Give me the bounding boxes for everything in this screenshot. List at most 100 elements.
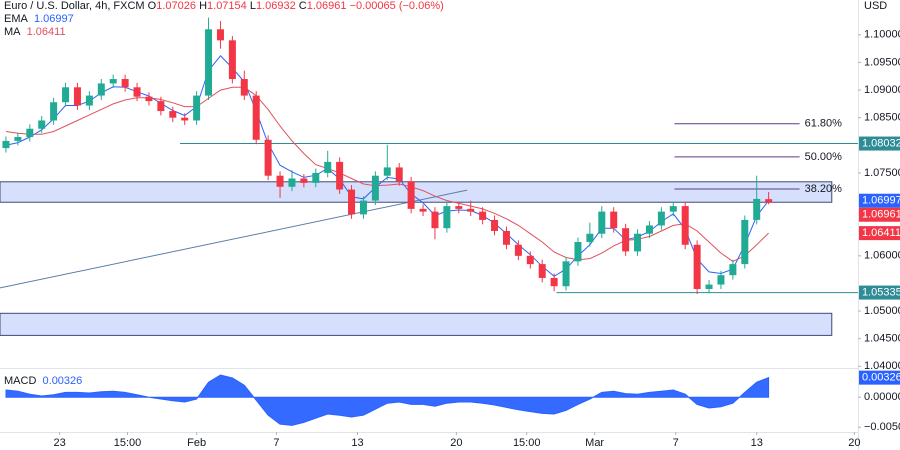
- candle-body: [645, 225, 653, 234]
- ohlc-value: 1.06932: [255, 0, 296, 12]
- x-tick-label: Feb: [187, 437, 206, 449]
- zone: [0, 312, 833, 336]
- candle-body: [622, 228, 630, 252]
- candle-body: [610, 211, 618, 229]
- candle-body: [312, 172, 320, 183]
- y-tick-label: 1.05000: [864, 305, 900, 317]
- price-box-label: 1.06961: [862, 209, 900, 221]
- candle-body: [514, 244, 522, 256]
- change-pct: (−0.06%): [398, 0, 444, 12]
- price-box: [859, 226, 900, 241]
- trendline: [0, 189, 468, 289]
- y-tick-label: 1.04500: [864, 333, 900, 345]
- candle-body: [50, 102, 58, 121]
- macd-legend: MACD 0.00326: [4, 375, 82, 387]
- candle-body: [693, 244, 701, 289]
- ohlc-key: H: [199, 0, 208, 12]
- ohlc-value: 1.07026: [156, 0, 196, 12]
- price-box-label: 1.06411: [862, 227, 900, 239]
- y-tick-label: 1.09000: [864, 84, 900, 96]
- x-tick-label: 20: [450, 437, 462, 449]
- candle-body: [431, 211, 439, 229]
- candle-body: [765, 199, 773, 203]
- fib-label: 38.20%: [805, 183, 843, 195]
- ohlc-value: 1.06961: [306, 0, 347, 12]
- candle-body: [169, 111, 177, 118]
- candle-body: [73, 87, 81, 106]
- price-box: [859, 370, 900, 385]
- ohlc-key: C: [298, 0, 307, 12]
- legend-row: MA 1.06411: [4, 26, 444, 39]
- y-tick-label: 1.07500: [864, 167, 900, 179]
- candle-body: [26, 128, 34, 138]
- candle-body: [705, 284, 713, 289]
- y-tick-label: −0.00500: [864, 421, 900, 433]
- legend-name: MA: [4, 26, 21, 38]
- price-box: [859, 193, 900, 208]
- change: −0.00065: [349, 0, 396, 12]
- candle-body: [264, 139, 272, 176]
- candle-body: [62, 87, 70, 103]
- price-box-label: 1.08032: [862, 137, 900, 149]
- x-tick-label: 7: [673, 437, 679, 449]
- header: Euro / U.S. Dollar, 4h, FXCM O1.07026 H1…: [4, 0, 444, 39]
- candle-body: [216, 29, 224, 41]
- y-tick-label: 0.00000: [864, 391, 900, 403]
- candle-body: [586, 233, 594, 243]
- x-tick-label: 23: [53, 437, 65, 449]
- candle-body: [526, 255, 534, 265]
- legend-row: EMA 1.06997: [4, 13, 444, 26]
- y-tick-label: 1.10000: [864, 29, 900, 41]
- x-tick-label: Mar: [585, 437, 604, 449]
- x-tick-label: 15:00: [513, 437, 541, 449]
- candle-body: [753, 198, 761, 220]
- y-tick-label: 1.06000: [864, 250, 900, 262]
- candle-body: [193, 95, 201, 121]
- candle-body: [145, 96, 153, 102]
- x-tick-label: 7: [273, 437, 279, 449]
- price-box: [859, 136, 900, 151]
- candle-body: [502, 230, 510, 245]
- candle-body: [336, 161, 344, 190]
- ohlc-key: O: [147, 0, 157, 12]
- candle-body: [395, 167, 403, 182]
- candle-body: [669, 206, 677, 212]
- candle-body: [491, 219, 499, 231]
- legend-name: MACD: [4, 375, 37, 387]
- candle-body: [252, 95, 260, 140]
- candle-body: [97, 83, 105, 96]
- candle-body: [634, 233, 642, 252]
- zone: [0, 181, 833, 203]
- candle-body: [181, 117, 189, 121]
- indicator-line: [5, 86, 769, 262]
- legend-value: 0.00326: [42, 375, 83, 387]
- candle-body: [276, 175, 284, 187]
- candle-body: [2, 140, 10, 149]
- x-tick-label: 15:00: [114, 437, 142, 449]
- macd-area: [5, 374, 770, 426]
- candle-body: [574, 242, 582, 262]
- fib-label: 61.80%: [805, 118, 843, 130]
- candle-body: [38, 120, 46, 129]
- candle-body: [681, 206, 689, 245]
- candle-body: [455, 206, 463, 209]
- candle-body: [205, 29, 213, 96]
- candle-body: [359, 200, 367, 215]
- title-row: Euro / U.S. Dollar, 4h, FXCM O1.07026 H1…: [4, 0, 444, 13]
- price-box-label: 1.05335: [862, 286, 900, 298]
- candle-body: [741, 219, 749, 265]
- currency-label: USD: [864, 0, 887, 12]
- x-tick-label: 13: [751, 437, 763, 449]
- price-box: [859, 207, 900, 222]
- x-tick-label: 20: [848, 437, 860, 449]
- candle-body: [383, 167, 391, 176]
- candle-body: [479, 211, 487, 220]
- candle-body: [371, 175, 379, 201]
- legend-value: 1.06997: [33, 13, 74, 25]
- candle-body: [240, 79, 248, 96]
- candle-body: [133, 87, 141, 97]
- candle-body: [657, 211, 665, 226]
- candle-body: [467, 208, 475, 212]
